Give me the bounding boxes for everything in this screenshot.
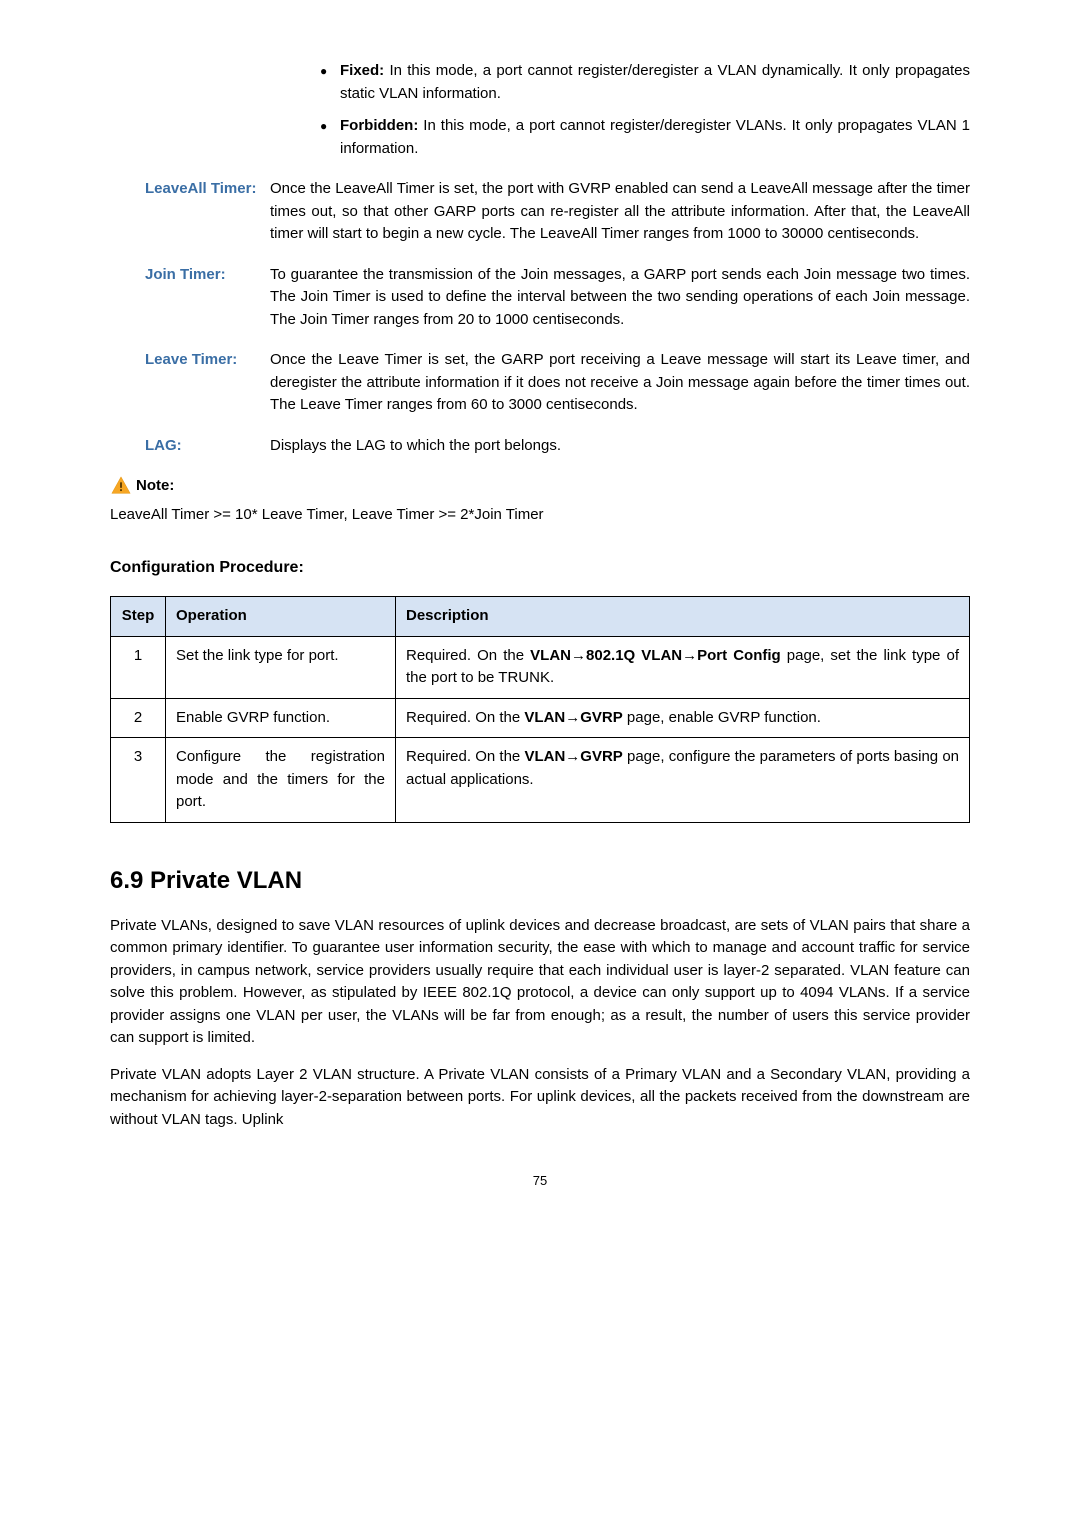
table-header-row: Step Operation Description xyxy=(111,597,970,637)
definition-term: LAG: xyxy=(110,435,270,458)
table-cell-step: 2 xyxy=(111,698,166,738)
desc-pre: Required. On the xyxy=(406,709,524,726)
table-cell-description: Required. On the VLAN→GVRP page, configu… xyxy=(396,738,970,823)
definition-join-timer: Join Timer: To guarantee the transmissio… xyxy=(110,264,970,332)
table-cell-operation: Configure the registration mode and the … xyxy=(166,738,396,823)
table-header-description: Description xyxy=(396,597,970,637)
table-header-step: Step xyxy=(111,597,166,637)
table-cell-operation: Enable GVRP function. xyxy=(166,698,396,738)
definition-description: Once the Leave Timer is set, the GARP po… xyxy=(270,349,970,417)
registration-mode-bullets: ● Fixed: In this mode, a port cannot reg… xyxy=(320,60,970,160)
table-cell-operation: Set the link type for port. xyxy=(166,636,396,698)
definition-term: Join Timer: xyxy=(110,264,270,332)
bullet-dot: ● xyxy=(320,115,340,160)
definition-description: Once the LeaveAll Timer is set, the port… xyxy=(270,178,970,246)
desc-pre: Required. On the xyxy=(406,748,524,765)
section-heading-private-vlan: 6.9 Private VLAN xyxy=(110,863,970,899)
desc-post: page, enable GVRP function. xyxy=(623,709,821,726)
definition-term: Leave Timer: xyxy=(110,349,270,417)
note-label: Note: xyxy=(136,475,174,498)
table-cell-description: Required. On the VLAN→GVRP page, enable … xyxy=(396,698,970,738)
table-row: 1 Set the link type for port. Required. … xyxy=(111,636,970,698)
bullet-bold: Fixed: xyxy=(340,62,384,79)
config-procedure-heading: Configuration Procedure: xyxy=(110,556,970,580)
config-procedure-table: Step Operation Description 1 Set the lin… xyxy=(110,596,970,823)
warning-icon xyxy=(110,475,132,497)
desc-bold: VLAN→GVRP xyxy=(524,709,622,726)
desc-bold: VLAN→802.1Q VLAN→Port Config xyxy=(530,647,781,664)
table-row: 2 Enable GVRP function. Required. On the… xyxy=(111,698,970,738)
table-cell-step: 3 xyxy=(111,738,166,823)
definition-lag: LAG: Displays the LAG to which the port … xyxy=(110,435,970,458)
note-text: LeaveAll Timer >= 10* Leave Timer, Leave… xyxy=(110,504,970,527)
table-header-operation: Operation xyxy=(166,597,396,637)
table-cell-description: Required. On the VLAN→802.1Q VLAN→Port C… xyxy=(396,636,970,698)
table-cell-step: 1 xyxy=(111,636,166,698)
bullet-bold: Forbidden: xyxy=(340,117,418,134)
definition-term: LeaveAll Timer: xyxy=(110,178,270,246)
definition-leave-timer: Leave Timer: Once the Leave Timer is set… xyxy=(110,349,970,417)
definition-description: Displays the LAG to which the port belon… xyxy=(270,435,970,458)
section-paragraph: Private VLANs, designed to save VLAN res… xyxy=(110,915,970,1050)
note-header: Note: xyxy=(110,475,970,498)
bullet-item-forbidden: ● Forbidden: In this mode, a port cannot… xyxy=(320,115,970,160)
definition-description: To guarantee the transmission of the Joi… xyxy=(270,264,970,332)
bullet-text: Fixed: In this mode, a port cannot regis… xyxy=(340,60,970,105)
definition-leaveall-timer: LeaveAll Timer: Once the LeaveAll Timer … xyxy=(110,178,970,246)
bullet-item-fixed: ● Fixed: In this mode, a port cannot reg… xyxy=(320,60,970,105)
bullet-dot: ● xyxy=(320,60,340,105)
desc-pre: Required. On the xyxy=(406,647,530,664)
table-row: 3 Configure the registration mode and th… xyxy=(111,738,970,823)
bullet-rest: In this mode, a port cannot register/der… xyxy=(340,117,970,157)
desc-bold: VLAN→GVRP xyxy=(524,748,622,765)
page-number: 75 xyxy=(110,1171,970,1191)
bullet-text: Forbidden: In this mode, a port cannot r… xyxy=(340,115,970,160)
section-paragraph: Private VLAN adopts Layer 2 VLAN structu… xyxy=(110,1064,970,1132)
bullet-rest: In this mode, a port cannot register/der… xyxy=(340,62,970,102)
